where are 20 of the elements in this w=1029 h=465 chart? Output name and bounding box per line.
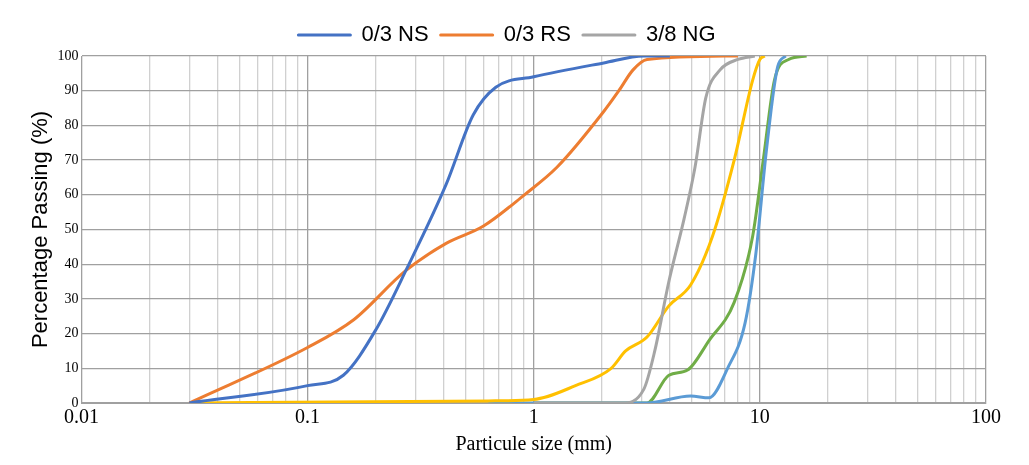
- y-tick-label: 0: [71, 394, 79, 410]
- y-tick-label: 20: [64, 325, 79, 341]
- y-axis-title: Percentage Passing (%): [27, 110, 53, 349]
- x-axis-title: Particule size (mm): [455, 432, 613, 456]
- legend-label: 0/3 RS: [503, 21, 571, 47]
- x-tick-label: 100: [971, 405, 1001, 428]
- x-tick-label: 0.1: [295, 405, 321, 428]
- y-tick-label: 40: [64, 255, 79, 271]
- y-tick-label: 50: [64, 221, 79, 237]
- x-tick-label: 1: [528, 405, 539, 428]
- y-tick-label: 80: [64, 117, 79, 133]
- y-tick-label: 60: [64, 186, 79, 202]
- y-tick-label: 70: [64, 151, 79, 167]
- y-tick-label: 100: [57, 47, 79, 63]
- y-tick-label: 30: [64, 290, 79, 306]
- legend-label: 3/8 NG: [645, 21, 716, 47]
- x-tick-label: 10: [749, 405, 770, 428]
- y-tick-label: 10: [64, 359, 79, 375]
- legend-label: 0/3 NS: [361, 21, 429, 47]
- y-tick-label: 90: [64, 82, 79, 98]
